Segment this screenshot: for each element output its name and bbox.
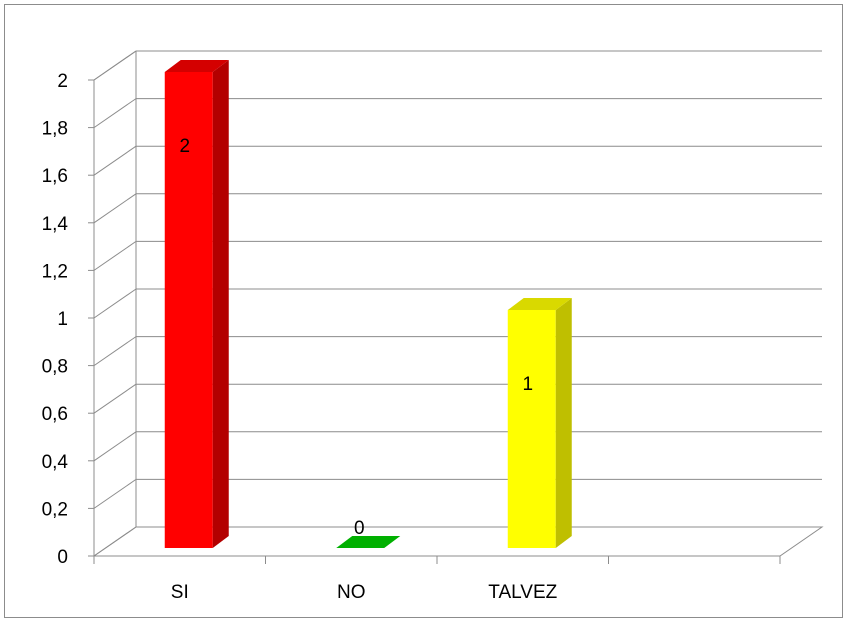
data-label: 2 — [179, 136, 190, 157]
gridline-side — [93, 240, 137, 271]
data-label: 0 — [354, 518, 365, 539]
x-tick-labels: SI NO TALVEZ — [171, 582, 558, 603]
bar-side — [555, 298, 572, 548]
y-tick-label: 1,8 — [42, 119, 68, 140]
y-tick-label: 0,6 — [42, 404, 68, 425]
x-tick-label: TALVEZ — [488, 582, 557, 603]
y-tick-label: 0,2 — [42, 499, 68, 520]
y-tick-label: 0 — [57, 547, 68, 568]
gridline-side — [93, 431, 137, 462]
bar-front — [507, 310, 556, 548]
gridline-side — [93, 383, 137, 414]
y-tick-label: 1 — [57, 309, 68, 330]
y-tick-label: 1,2 — [42, 261, 68, 282]
data-labels: 2 0 1 — [179, 136, 533, 539]
bar-talvez — [507, 298, 572, 548]
gridline-side — [93, 288, 137, 319]
bar-si — [164, 60, 229, 548]
gridline-side — [93, 193, 137, 224]
bar-top — [507, 298, 572, 310]
gridline-side — [93, 98, 137, 129]
gridline-side — [93, 145, 137, 176]
gridline-side — [93, 336, 137, 367]
y-tick-label: 0,4 — [42, 452, 69, 473]
chart-frame — [4, 4, 843, 618]
bar-side — [212, 60, 229, 548]
y-tick-label: 2 — [57, 71, 68, 92]
x-tick-label: NO — [337, 582, 366, 603]
data-label: 1 — [522, 374, 533, 395]
gridlines — [93, 50, 822, 557]
y-tick-labels: 0 0,2 0,4 0,6 0,8 1 1,2 1,4 1,6 1,8 2 — [42, 71, 69, 568]
bar-no — [336, 536, 401, 548]
y-tick-label: 1,4 — [42, 214, 69, 235]
bar-top — [164, 60, 229, 72]
gridline-side — [93, 526, 137, 557]
bar-front — [164, 72, 213, 548]
y-tick-label: 1,6 — [42, 166, 68, 187]
axes — [88, 79, 781, 564]
y-tick-label: 0,8 — [42, 357, 68, 378]
bar-top — [336, 536, 401, 548]
x-tick-label: SI — [171, 582, 189, 603]
bars — [164, 60, 572, 548]
gridline-side — [93, 50, 137, 81]
gridline-side — [93, 478, 137, 509]
